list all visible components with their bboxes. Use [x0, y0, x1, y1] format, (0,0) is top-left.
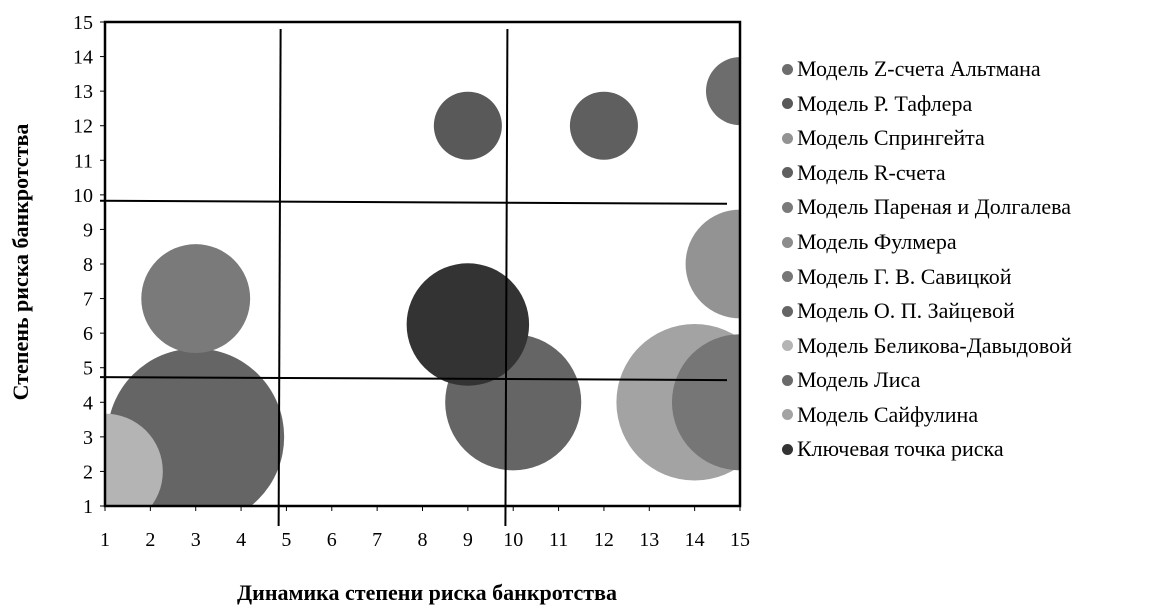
- y-tick-label: 14: [73, 47, 93, 69]
- legend-item: Модель Спрингейта: [782, 121, 1154, 156]
- legend-swatch: [782, 167, 793, 179]
- y-tick-label: 8: [83, 254, 93, 276]
- threshold-line-vertical: [277, 28, 282, 527]
- legend-swatch: [782, 271, 793, 283]
- legend-label: Модель Лиса: [797, 367, 921, 393]
- legend-swatch: [782, 201, 793, 213]
- legend-item: Модель Сайфулина: [782, 397, 1154, 432]
- legend-swatch: [782, 340, 793, 352]
- legend-label: Модель Сайфулина: [797, 401, 979, 427]
- y-tick-label: 4: [83, 392, 93, 414]
- y-tick-label: 15: [73, 12, 93, 34]
- x-tick-label: 10: [503, 529, 523, 551]
- legend-swatch: [782, 63, 793, 75]
- bubble: [671, 334, 740, 471]
- x-tick-label: 15: [730, 529, 750, 551]
- legend-swatch: [782, 132, 793, 144]
- y-tick-label: 9: [83, 219, 93, 241]
- legend-item: Модель О. П. Зайцевой: [782, 294, 1154, 329]
- legend-label: Модель Беликова-Давыдовой: [797, 332, 1072, 358]
- x-tick-label: 6: [327, 529, 337, 551]
- legend-item: Ключевая точка риска: [782, 432, 1154, 467]
- legend-label: Модель Z-счета Альтмана: [797, 56, 1041, 82]
- bubble: [705, 57, 740, 126]
- legend-item: Модель Лиса: [782, 363, 1154, 398]
- legend-swatch: [782, 236, 793, 248]
- y-tick-label: 7: [83, 289, 93, 311]
- y-tick-label: 11: [74, 150, 93, 172]
- y-tick-label: 12: [73, 116, 93, 138]
- legend-label: Модель Г. В. Савицкой: [797, 263, 1012, 289]
- legend-item: Модель R-счета: [782, 156, 1154, 191]
- y-tick-label: 6: [83, 323, 93, 345]
- y-tick-label: 10: [73, 185, 93, 207]
- x-tick-label: 13: [639, 529, 659, 551]
- bubble: [105, 413, 163, 506]
- legend-label: Модель Фулмера: [797, 229, 957, 254]
- legend-swatch: [782, 443, 793, 455]
- threshold-line-vertical: [504, 28, 509, 527]
- x-tick-label: 11: [549, 529, 568, 551]
- threshold-lines: [99, 28, 728, 527]
- y-tick-label: 5: [83, 358, 93, 380]
- y-tick-label: 1: [83, 496, 93, 518]
- x-tick-label: 1: [100, 529, 110, 551]
- legend: Модель Z-счета Альтмана Модель Р. Тафлера…: [782, 52, 1154, 467]
- bubble: [406, 263, 530, 386]
- x-tick-label: 3: [191, 529, 201, 551]
- bubble: [569, 91, 638, 160]
- legend-label: Ключевая точка риска: [797, 436, 1004, 462]
- x-tick-label: 9: [463, 529, 473, 551]
- y-tick-label: 13: [73, 81, 93, 103]
- x-tick-label: 12: [594, 529, 614, 551]
- legend-item: Модель Фулмера: [782, 225, 1154, 260]
- legend-label: Модель R-счета: [797, 159, 946, 185]
- legend-item: Модель Р. Тафлера: [782, 87, 1154, 122]
- legend-item: Модель Z-счета Альтмана: [782, 52, 1154, 87]
- legend-label: Модель О. П. Зайцевой: [797, 298, 1015, 324]
- x-tick-label: 4: [236, 529, 246, 551]
- x-tick-label: 14: [685, 529, 705, 551]
- legend-label: Модель Р. Тафлера: [797, 90, 973, 116]
- y-tick-label: 3: [83, 427, 93, 449]
- bubble: [141, 244, 251, 353]
- legend-swatch: [782, 98, 793, 110]
- y-tick-label: 2: [83, 461, 93, 483]
- threshold-line-horizontal: [99, 199, 728, 205]
- x-tick-label: 7: [372, 529, 382, 551]
- x-axis-title: Динамика степени риска банкротства: [237, 580, 617, 605]
- legend-swatch: [782, 374, 793, 386]
- legend-item: Модель Пареная и Долгалева: [782, 190, 1154, 225]
- bubble: [685, 209, 740, 319]
- x-tick-label: 5: [281, 529, 291, 551]
- legend-swatch: [782, 305, 793, 317]
- legend-item: Модель Беликова-Давыдовой: [782, 328, 1154, 363]
- legend-item: Модель Г. В. Савицкой: [782, 259, 1154, 294]
- legend-label: Модель Пареная и Долгалева: [797, 194, 1071, 220]
- y-axis-title: Степень риска банкротства: [8, 124, 33, 401]
- bubble-layer: [105, 57, 740, 506]
- bubble: [433, 91, 502, 160]
- legend-swatch: [782, 409, 793, 421]
- x-axis-ticks: 1 2 3 4 5 6 7 8 9 10 11 12 13 14 15: [100, 506, 750, 551]
- threshold-line-horizontal: [99, 376, 728, 382]
- x-tick-label: 2: [145, 529, 155, 551]
- legend-label: Модель Спрингейта: [797, 125, 985, 151]
- x-tick-label: 8: [418, 529, 428, 551]
